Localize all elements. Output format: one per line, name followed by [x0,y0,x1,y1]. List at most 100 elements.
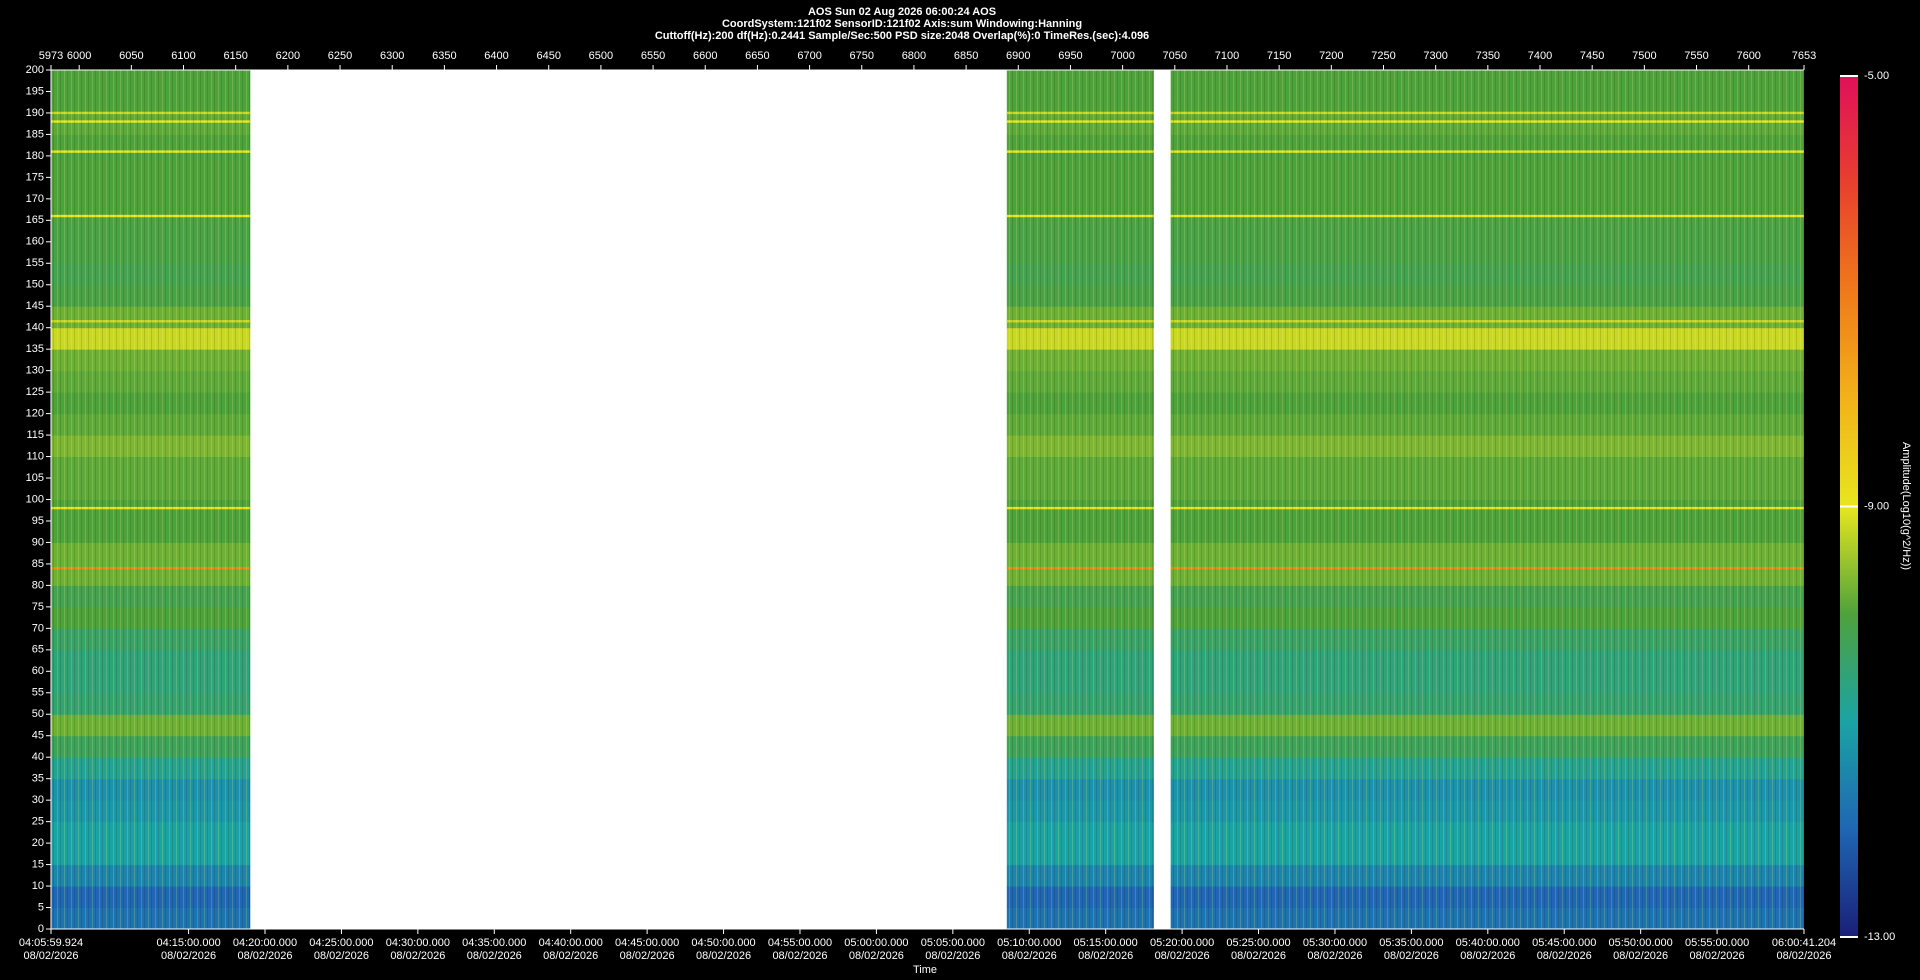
data-segment [1006,70,1154,930]
colorbar-tick-label: -13.00 [1864,931,1895,943]
y-tick-label: 45 [32,730,44,742]
y-tick-label: 35 [32,773,44,785]
time-tick-label: 04:30:00.000 08/02/2026 [385,937,450,962]
chart-title: AOS Sun 02 Aug 2026 06:00:24 AOS [808,6,996,18]
time-tick-label: 04:45:00.000 08/02/2026 [615,937,680,962]
y-tick-label: 90 [32,536,44,548]
y-tick-label: 95 [32,515,44,527]
time-tick-label: 04:05:59.924 08/02/2026 [18,937,84,962]
x-tick-label: 6550 [641,50,665,62]
y-tick-label: 170 [26,193,44,205]
y-tick-label: 155 [26,257,44,269]
y-tick-label: 175 [26,171,44,183]
x-tick-label: 7150 [1267,50,1291,62]
x-tick-label: 7250 [1371,50,1395,62]
x-tick-label: 6900 [1006,50,1030,62]
texture [1006,70,1154,929]
x-tick-label: 6800 [902,50,926,62]
x-tick-label: 6400 [484,50,508,62]
x-tick-label: 6300 [380,50,404,62]
x-tick-label: 6250 [328,50,352,62]
colorbar-tick-label: -5.00 [1864,70,1889,82]
time-tick-label: 05:25:00.000 08/02/2026 [1226,937,1291,962]
chart-info: Cuttoff(Hz):200 df(Hz):0.2441 Sample/Sec… [655,30,1149,42]
y-tick-label: 10 [32,880,44,892]
y-tick-label: 145 [26,300,44,312]
x-tick-label: 7500 [1632,50,1656,62]
x-tick-label: 6450 [536,50,560,62]
time-tick-label: 05:05:00.000 08/02/2026 [920,937,985,962]
time-tick-label: 05:50:00.000 08/02/2026 [1608,937,1673,962]
x-tick-label: 7400 [1528,50,1552,62]
time-tick-label: 05:15:00.000 08/02/2026 [1073,937,1138,962]
x-tick-label: 6700 [797,50,821,62]
x-tick-label: 6850 [954,50,978,62]
y-tick-label: 140 [26,322,44,334]
x-tick-label: 7000 [1110,50,1134,62]
y-tick-label: 130 [26,365,44,377]
y-tick-label: 160 [26,236,44,248]
y-tick-label: 120 [26,408,44,420]
x-tick-label: 6750 [850,50,874,62]
time-tick-label: 05:45:00.000 08/02/2026 [1532,937,1597,962]
colorbar-label: Amplitude(Log10(g^2/Hz)) [1900,442,1912,570]
y-tick-label: 75 [32,601,44,613]
y-tick-label: 180 [26,150,44,162]
time-tick-label: 04:35:00.000 08/02/2026 [462,937,527,962]
x-tick-label: 6600 [693,50,717,62]
x-tick-label: 7600 [1736,50,1760,62]
y-tick-label: 190 [26,107,44,119]
y-tick-label: 135 [26,343,44,355]
y-tick-label: 185 [26,128,44,140]
x-tick-label: 6150 [223,50,247,62]
y-tick-label: 150 [26,279,44,291]
x-tick-label: 7550 [1684,50,1708,62]
x-tick-label: 6950 [1058,50,1082,62]
y-tick-label: 50 [32,708,44,720]
x-tick-label: 6100 [171,50,195,62]
y-tick-label: 125 [26,386,44,398]
x-tick-label: 7450 [1580,50,1604,62]
x-tick-label: 6650 [745,50,769,62]
y-tick-label: 105 [26,472,44,484]
x-tick-label: 6200 [276,50,300,62]
y-tick-label: 110 [26,450,44,462]
time-tick-label: 05:40:00.000 08/02/2026 [1455,937,1520,962]
time-tick-label: 04:15:00.000 08/02/2026 [156,937,221,962]
y-tick-label: 200 [26,64,44,76]
colorbar-tick-label: -9.00 [1864,500,1889,512]
y-tick-label: 15 [32,858,44,870]
time-tick-label: 04:55:00.000 08/02/2026 [767,937,833,962]
x-axis-label: Time [913,964,937,976]
y-tick-label: 65 [32,644,44,656]
time-tick-label: 05:00:00.000 08/02/2026 [844,937,909,962]
time-tick-label: 05:35:00.000 08/02/2026 [1379,937,1444,962]
time-tick-label: 06:00:41.204 08/02/2026 [1771,937,1837,962]
time-tick-label: 05:30:00.000 08/02/2026 [1302,937,1368,962]
y-tick-label: 30 [32,794,44,806]
y-tick-label: 115 [26,429,44,441]
time-tick-label: 05:10:00.000 08/02/2026 [997,937,1062,962]
data-segment [51,70,251,930]
y-tick-label: 70 [32,622,44,634]
chart-subtitle: CoordSystem:121f02 SensorID:121f02 Axis:… [722,18,1082,30]
time-tick-label: 04:25:00.000 08/02/2026 [309,937,374,962]
y-tick-label: 195 [26,85,44,97]
time-tick-label: 05:55:00.000 08/02/2026 [1684,937,1750,962]
y-tick-label: 40 [32,751,44,763]
y-tick-label: 55 [32,687,44,699]
x-tick-label: 7350 [1476,50,1500,62]
time-tick-label: 05:20:00.000 08/02/2026 [1149,937,1215,962]
x-tick-label: 5973 [39,50,63,62]
y-tick-label: 20 [32,837,44,849]
texture [51,70,251,929]
x-tick-label: 6050 [119,50,143,62]
time-tick-label: 04:20:00.000 08/02/2026 [232,937,298,962]
y-tick-label: 5 [38,901,44,913]
x-tick-label: 6350 [432,50,456,62]
texture [1170,70,1804,929]
x-tick-label: 7100 [1215,50,1239,62]
y-tick-label: 165 [26,214,44,226]
